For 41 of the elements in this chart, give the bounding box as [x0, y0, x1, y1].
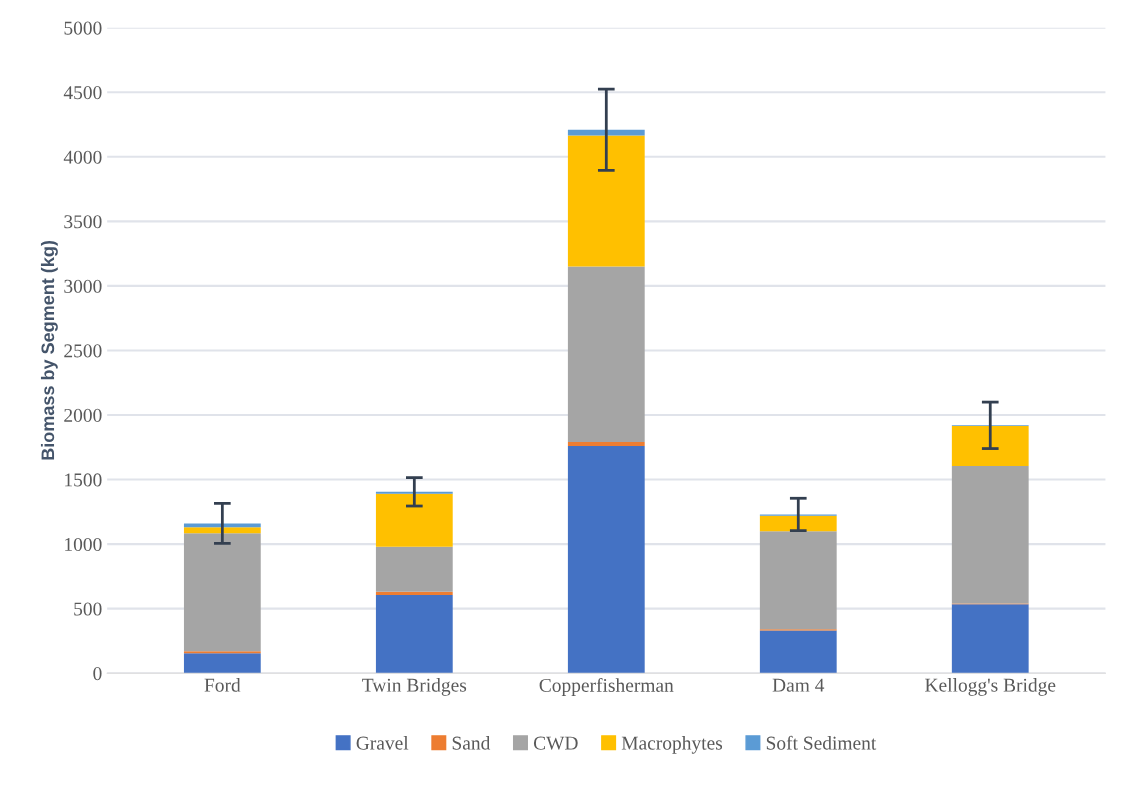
y-tick-label: 500 [74, 602, 102, 616]
x-tick-label: Ford [204, 678, 241, 692]
y-tick-label: 4500 [63, 86, 102, 100]
bar [951, 604, 1029, 674]
bar [759, 630, 837, 674]
x-tick-label: Copperfisherman [539, 678, 674, 696]
bar [183, 533, 261, 652]
bar [951, 466, 1029, 604]
bar [759, 531, 837, 630]
bar [375, 493, 453, 547]
bar [183, 523, 261, 528]
y-tick-label: 1500 [65, 473, 102, 487]
bar [759, 515, 837, 532]
legend-label: Macrophytes [621, 736, 723, 754]
y-axis-title: Biomass by Segment (kg) [40, 240, 58, 460]
y-tick-label: 2500 [64, 344, 102, 358]
bar [567, 135, 645, 267]
x-tick-label: Twin Bridges [362, 678, 467, 696]
bar [951, 425, 1029, 466]
bar [567, 266, 645, 443]
bar [375, 595, 453, 674]
bar [567, 129, 645, 136]
y-tick-label: 4000 [63, 150, 102, 164]
bar [375, 546, 453, 592]
bar [375, 591, 453, 596]
legend-label: Gravel [356, 736, 409, 750]
legend-label: CWD [533, 736, 578, 750]
y-tick-label: 1000 [65, 537, 102, 552]
x-tick-label: Kellogg's Bridge [925, 678, 1056, 696]
bar [183, 527, 261, 534]
y-tick-label: 3500 [64, 215, 102, 229]
bar [567, 442, 645, 446]
y-tick-label: 3000 [64, 279, 102, 293]
legend-label: Sand [452, 736, 491, 750]
bar [567, 445, 645, 674]
y-tick-label: 2000 [64, 408, 102, 422]
legend-label: Soft Sediment [766, 735, 877, 750]
y-tick-label: 0 [93, 667, 102, 681]
y-tick-label: 5000 [64, 21, 102, 35]
bar [183, 653, 261, 674]
x-tick-label: Dam 4 [772, 678, 825, 692]
